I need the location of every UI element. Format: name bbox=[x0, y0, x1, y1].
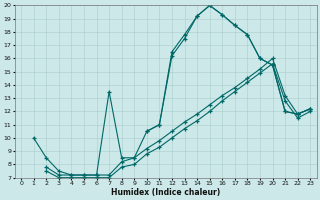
X-axis label: Humidex (Indice chaleur): Humidex (Indice chaleur) bbox=[111, 188, 220, 197]
